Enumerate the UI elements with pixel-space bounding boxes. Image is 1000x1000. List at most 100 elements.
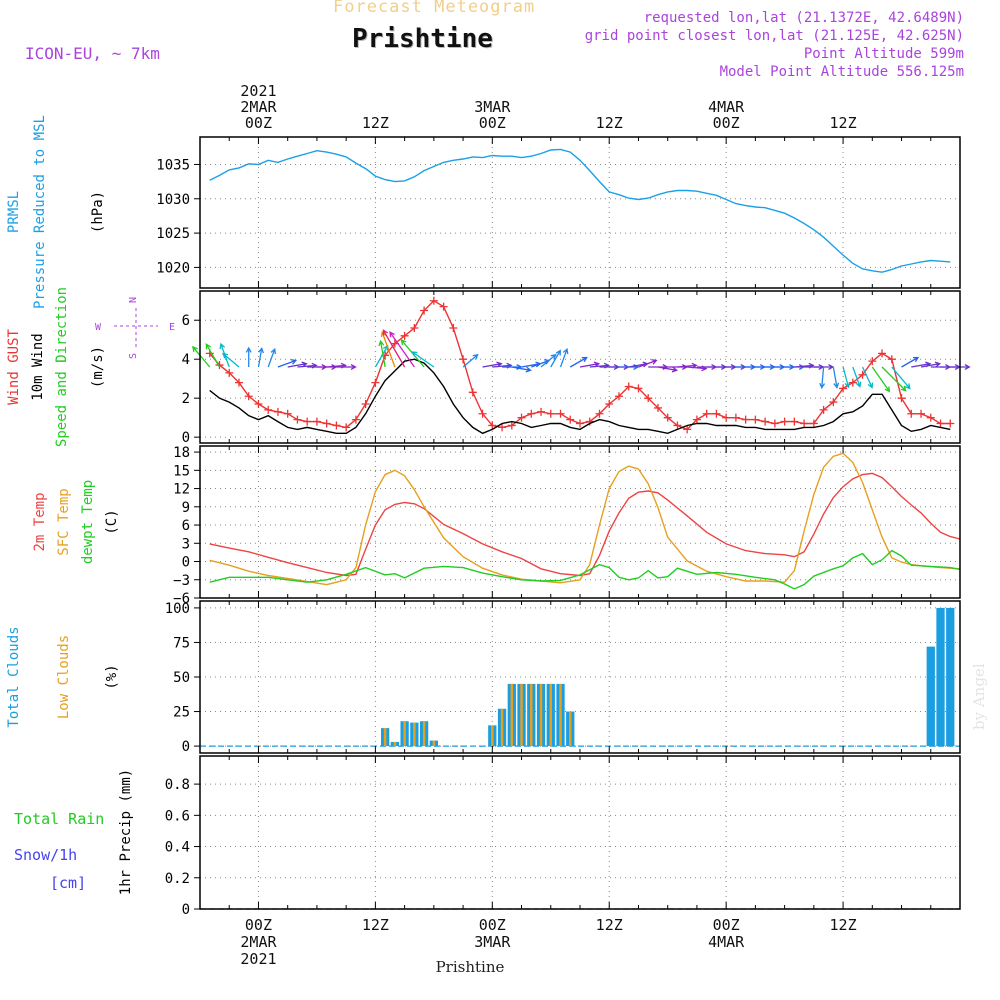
y-axis-label: (hPa) [90,191,106,233]
top-time-label: 4MAR [708,98,745,116]
gust-marker [926,413,935,422]
gust-marker [273,407,282,416]
grid-layer [200,137,960,910]
wind-arrow [192,345,211,368]
model-altitude: Model Point Altitude 556.125m [719,64,964,80]
low-cloud-bar [491,725,494,747]
bottom-time-label: 00Z [479,916,506,934]
wind-arrow [871,366,891,393]
gust-marker [712,409,721,418]
bottom-time-label: 2021 [240,950,276,968]
credit-watermark: by Angel [970,663,988,730]
y-tick-label: 3 [182,536,190,552]
gust-marker [595,409,604,418]
gust-marker [303,417,312,426]
low-cloud-bar [539,683,543,747]
low-cloud-bar [559,683,562,747]
total-cloud-bar [946,607,955,747]
y-tick-label: 6 [182,313,190,329]
gust-marker [624,382,633,391]
wind-arrow [881,366,907,392]
gust-marker [819,405,828,414]
gust-marker [761,417,770,426]
y-tick-label: 0.4 [165,840,190,856]
wind-arrow [267,347,277,368]
y-tick-label: 12 [173,482,190,498]
gust-marker [498,423,507,432]
wind-arrow [336,364,357,370]
wind-arrow [550,349,561,368]
top-time-label: 2021 [240,82,276,100]
gust-marker [741,415,750,424]
y-tick-label: 1035 [156,157,190,173]
top-time-label: 00Z [713,114,740,132]
y-axis-label: (C) [104,509,120,534]
compass-s: S [128,353,139,359]
gust-marker [800,419,809,428]
gust-marker [858,370,867,379]
low-cloud-bar [549,683,553,747]
wind-arrow [559,347,569,368]
wind-arrow [222,352,240,368]
y-tick-label: 100 [165,601,190,617]
wind-arrow [411,351,435,368]
y-tick-label: 0 [182,902,190,918]
gust-marker [614,392,623,401]
wind-arrow [380,330,396,368]
panel-frame-precip [199,755,961,910]
gust-marker [283,409,292,418]
wind-arrow [832,366,840,389]
top-time-label: 2MAR [240,98,277,116]
precip-legend-label: [cm] [50,874,86,892]
y-tick-label: 15 [173,463,190,479]
wind-arrow [861,366,874,389]
bottom-time-label: 3MAR [474,933,511,951]
y-tick-label: 18 [173,445,190,461]
wind-arrow [579,361,601,368]
wind-arrow [569,356,588,368]
wind-arrow [638,359,658,368]
wind-arrow [511,366,532,373]
gust-marker [829,398,838,407]
gust-marker [517,413,526,422]
wind-arrow [920,361,942,368]
gust-marker [351,415,360,424]
gust-marker [780,417,789,426]
gust-marker [215,361,224,370]
footer-location: Prishtine [436,958,505,976]
low-cloud-bar [393,741,397,747]
wind-arrow [901,356,920,368]
wind-arrow [891,366,911,390]
y-axis-label: Low Clouds [56,635,72,719]
y-axis-label: 1hr Precip (mm) [118,769,134,895]
total-cloud-bar [926,646,935,747]
gust-marker [605,400,614,409]
y-axis-label: 10m Wind [30,333,46,400]
gust-marker [663,413,672,422]
requested-coords: requested lon,lat (21.1372E, 42.6489N) [643,10,964,26]
compass-rose: N S E W [95,297,175,359]
gust-marker [722,413,731,422]
gust-marker [264,405,273,414]
gust-marker [293,415,302,424]
gust-marker [254,400,263,409]
gust-marker [420,306,429,315]
bottom-time-label: 12Z [830,916,857,934]
compass-e: E [169,322,175,333]
gust-marker [653,403,662,412]
gust-marker [887,355,896,364]
total-cloud-bar [936,607,945,747]
wind-arrow [378,339,386,368]
gust-marker [683,425,692,434]
y-axis-label: PRMSL [6,191,22,233]
gust-marker [868,357,877,366]
data-layer [192,148,971,910]
gust-marker [897,394,906,403]
gust-marker [225,368,234,377]
y-axis-label: SFC Temp [56,488,72,555]
gust-marker [322,419,331,428]
gust-marker [917,409,926,418]
y-axis-label: Total Clouds [6,626,22,727]
closest-coords: grid point closest lon,lat (21.125E, 42.… [584,28,964,44]
low-cloud-bar [403,721,406,747]
